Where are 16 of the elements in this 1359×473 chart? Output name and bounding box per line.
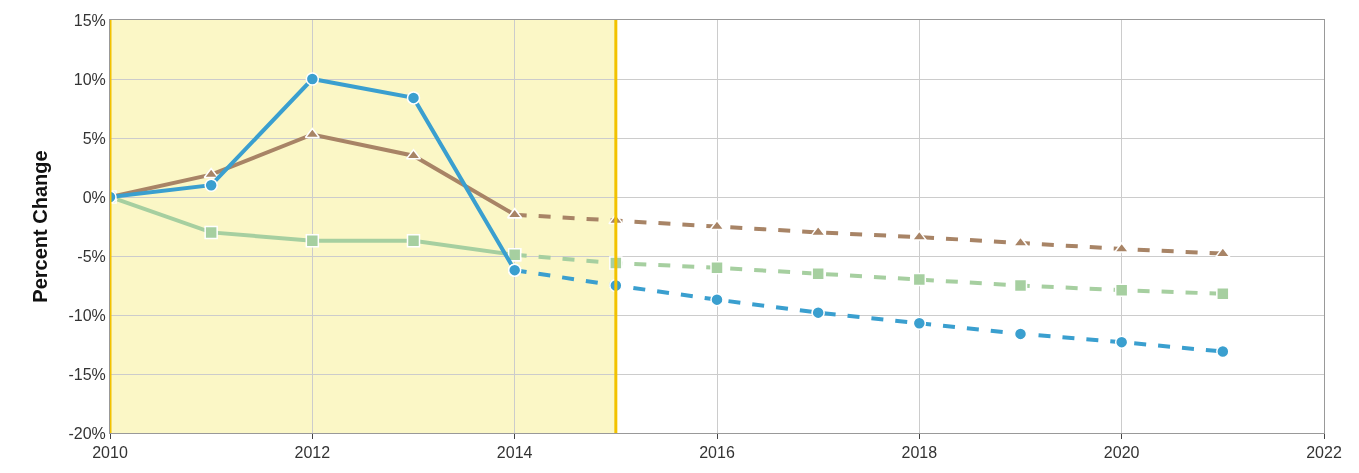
y-tick-label: 5% — [82, 129, 106, 147]
x-tick-label: 2022 — [1306, 444, 1342, 462]
y-tick-label: -20% — [68, 424, 106, 442]
y-tick-label: -15% — [68, 365, 106, 383]
y-tick-label: -10% — [68, 306, 106, 324]
y-axis-title: Percent Change — [28, 150, 51, 303]
x-tick-label: 2020 — [1103, 444, 1140, 462]
y-tick-label: 15% — [73, 11, 106, 29]
x-tick-label: 2018 — [901, 444, 938, 462]
x-tick-label: 2016 — [699, 444, 735, 462]
x-tick-label: 2010 — [92, 444, 128, 462]
y-tick-label: -5% — [77, 247, 106, 265]
y-tick-label: 0% — [82, 188, 106, 206]
x-tick-label: 2014 — [496, 444, 533, 462]
x-tick-label: 2012 — [294, 444, 331, 462]
y-tick-label: 10% — [73, 70, 106, 88]
